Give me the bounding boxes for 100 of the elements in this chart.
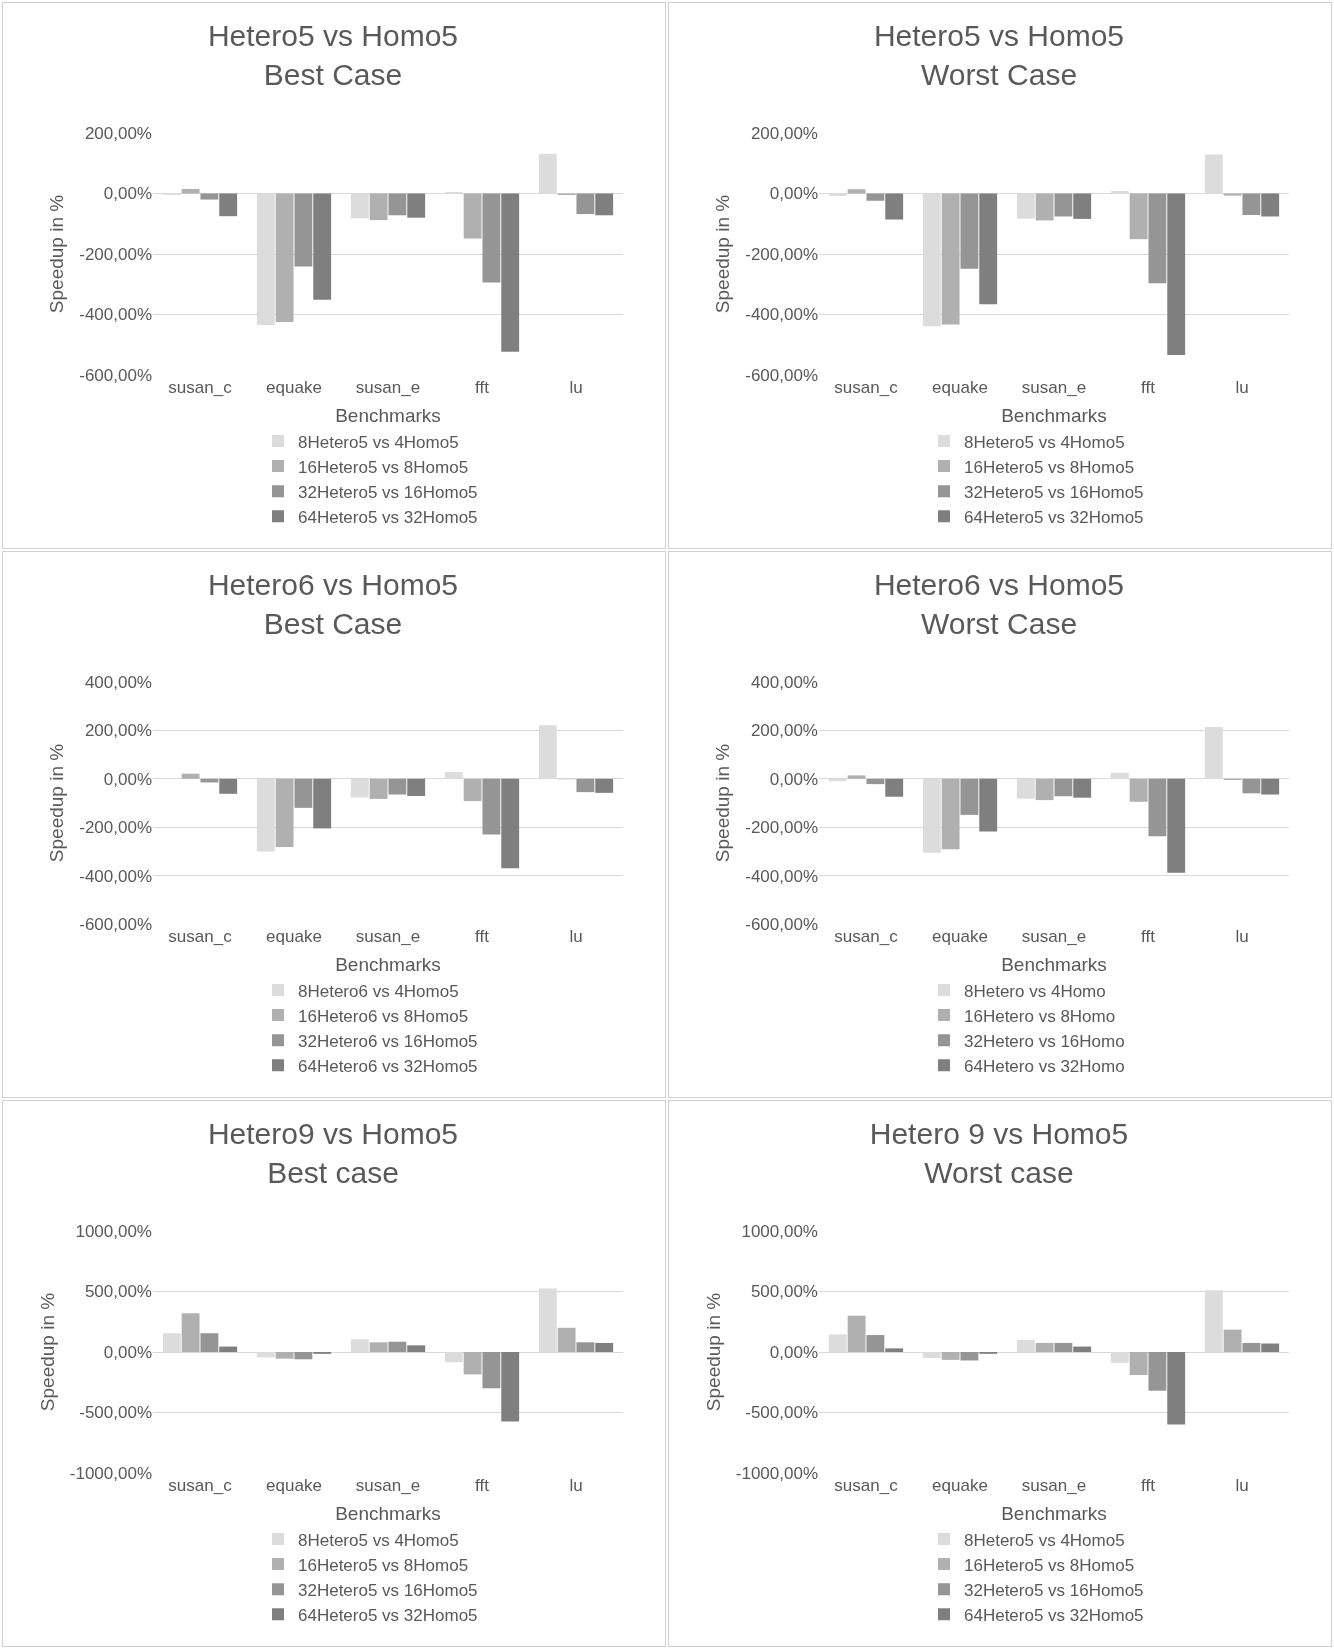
y-tick-label: -600,00% (79, 914, 152, 934)
y-tick-label: -1000,00% (69, 1463, 152, 1483)
y-tick-label: 200,00% (84, 721, 152, 741)
bar (501, 1352, 520, 1422)
bar (463, 1352, 482, 1375)
legend-label: 64Hetero5 vs 32Homo5 (964, 507, 1144, 527)
x-tick-label: equake (932, 1476, 988, 1495)
y-axis-title: Speedup in % (46, 743, 68, 863)
x-tick-label: equake (932, 927, 988, 946)
bar (1167, 1352, 1186, 1425)
x-axis-title: Benchmarks (335, 404, 441, 426)
x-tick-label: lu (569, 378, 583, 397)
y-tick-label: 500,00% (84, 1282, 152, 1302)
bar (1242, 193, 1261, 215)
legend-label: 64Hetero5 vs 32Homo5 (298, 1605, 478, 1625)
x-tick-label: susan_c (834, 927, 899, 946)
y-tick-label: 200,00% (750, 721, 818, 741)
bar (1054, 1342, 1073, 1352)
x-tick-label: lu (1235, 378, 1249, 397)
y-tick-label: -200,00% (745, 818, 818, 838)
legend-label: 64Hetero5 vs 32Homo5 (964, 1605, 1144, 1625)
x-axis-title: Benchmarks (335, 953, 441, 975)
x-tick-label: fft (475, 927, 490, 946)
x-tick-label: equake (266, 1476, 322, 1495)
bar (885, 778, 904, 797)
bar (847, 775, 866, 779)
y-tick-label: -400,00% (79, 866, 152, 886)
bar (369, 778, 388, 799)
y-tick-label: -400,00% (745, 866, 818, 886)
legend-label: 32Hetero5 vs 16Homo5 (964, 1580, 1144, 1600)
y-tick-label: 0,00% (769, 769, 818, 789)
y-tick-label: -200,00% (79, 818, 152, 838)
bar (388, 193, 407, 216)
bar (1167, 778, 1186, 873)
bar (941, 193, 960, 325)
x-tick-label: equake (932, 378, 988, 397)
legend-label: 8Hetero5 vs 4Homo5 (298, 1530, 459, 1550)
x-tick-label: equake (266, 927, 322, 946)
bar (1242, 1342, 1261, 1352)
bar (1223, 193, 1242, 196)
chart-title: Hetero 9 vs Homo5 Worst case (869, 1117, 1129, 1190)
bar (501, 193, 520, 352)
y-tick-label: 0,00% (769, 1342, 818, 1362)
legend-label: 64Hetero vs 32Homo (964, 1056, 1125, 1076)
y-tick-label: -200,00% (745, 244, 818, 264)
y-axis-title: Speedup in % (712, 194, 734, 314)
bar (866, 193, 885, 201)
x-tick-label: susan_e (1021, 1476, 1087, 1495)
bar (407, 1345, 426, 1352)
bar (941, 778, 960, 850)
bar (576, 193, 595, 215)
bar (847, 1315, 866, 1352)
bar (482, 778, 501, 835)
bar (1261, 778, 1280, 795)
y-tick-label: 200,00% (750, 123, 818, 143)
legend-label: 32Hetero6 vs 16Homo5 (298, 1031, 478, 1051)
bar (1073, 1346, 1092, 1352)
bar (885, 193, 904, 220)
bar (313, 193, 332, 300)
y-tick-label: 0,00% (103, 1342, 152, 1362)
x-tick-label: susan_e (355, 927, 421, 946)
bar (557, 1327, 576, 1352)
y-axis-title: Speedup in % (46, 194, 68, 314)
bar (294, 1352, 313, 1360)
bar (482, 1352, 501, 1389)
legend-label: 16Hetero5 vs 8Homo5 (964, 1555, 1135, 1575)
bar (595, 193, 614, 216)
x-tick-label: susan_c (834, 378, 899, 397)
legend-label: 8Hetero6 vs 4Homo5 (298, 981, 459, 1001)
x-tick-label: susan_e (1021, 378, 1087, 397)
y-tick-label: -400,00% (745, 305, 818, 325)
y-tick-label: -200,00% (79, 244, 152, 264)
bar (181, 1313, 200, 1352)
bar (369, 193, 388, 221)
y-tick-label: 400,00% (84, 672, 152, 692)
x-tick-label: susan_e (1021, 927, 1087, 946)
y-tick-label: 500,00% (750, 1282, 818, 1302)
bar (294, 193, 313, 267)
bar (1148, 193, 1167, 284)
y-axis-title: Speedup in % (712, 743, 734, 863)
x-tick-label: lu (569, 1476, 583, 1495)
bar (941, 1352, 960, 1360)
chart-title: Hetero6 vs Homo5 Worst Case (873, 568, 1125, 641)
bar (1129, 193, 1148, 240)
chart-title: Hetero5 vs Homo5 Worst Case (873, 19, 1125, 92)
x-axis-title: Benchmarks (1001, 953, 1107, 975)
legend-label: 8Hetero5 vs 4Homo5 (964, 432, 1125, 452)
bar (847, 189, 866, 194)
bar (313, 778, 332, 829)
bar (219, 778, 238, 794)
bar (463, 193, 482, 239)
bar (960, 193, 979, 269)
bar (407, 193, 426, 218)
bar (388, 1341, 407, 1352)
x-tick-label: fft (1141, 378, 1156, 397)
chart-title: Hetero5 vs Homo5 Best Case (207, 19, 459, 92)
bar (219, 193, 238, 217)
bar (1148, 1352, 1167, 1391)
legend-label: 32Hetero5 vs 16Homo5 (298, 482, 478, 502)
x-axis-title: Benchmarks (335, 1502, 441, 1524)
